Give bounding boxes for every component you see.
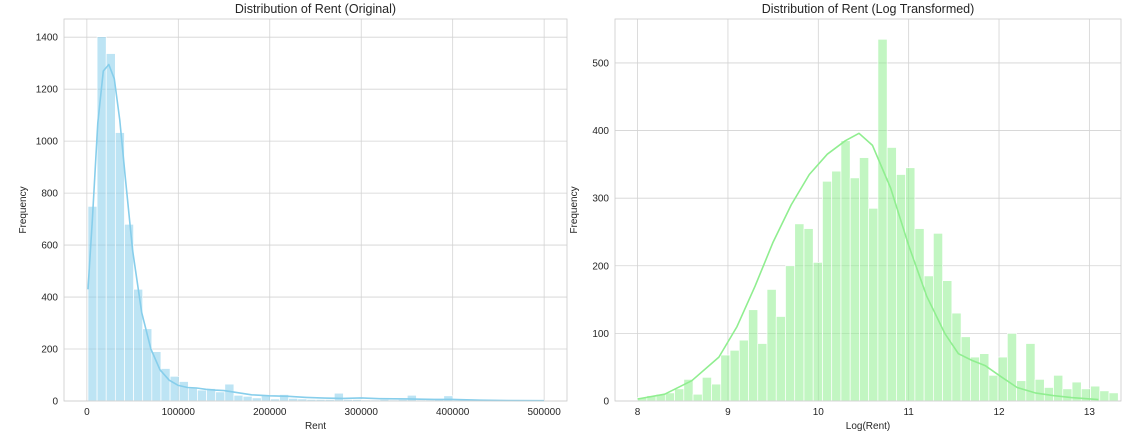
y-tick-label: 100 [592,329,609,340]
histogram-bar [87,206,98,402]
histogram-bar [849,177,860,402]
histogram-bar [720,354,731,402]
histogram-bar [766,289,777,402]
histogram-bar [738,339,749,402]
axes-frame [63,18,568,402]
y-tick-label: 1400 [36,33,59,44]
histogram-bar [840,140,851,402]
histogram-bar [105,53,116,402]
histogram-bar [664,392,675,402]
y-tick-label: 400 [41,293,58,304]
histogram-bar [178,381,189,402]
histogram-bar [1016,380,1027,402]
histogram-bar [1006,333,1017,402]
histogram-bar [859,157,870,402]
histogram-bar [333,392,344,402]
x-tick-label: 8 [635,407,641,418]
y-tick-label: 400 [592,126,609,137]
axes-frame [614,18,1122,402]
histogram-bar [914,228,925,402]
chart-title: Distribution of Rent (Log Transformed) [762,2,975,16]
histogram-bar [674,388,685,402]
histogram-bar [151,351,162,402]
histogram-bar [748,309,759,402]
histogram-bar [812,262,823,402]
y-tick-label: 200 [592,261,609,272]
histogram-bar [142,328,153,402]
histogram-bar [692,393,703,402]
kde-line [637,132,1099,401]
histogram-bar [775,316,786,402]
y-tick-label: 1200 [36,85,59,96]
y-tick-label: 0 [52,397,58,408]
x-tick-label: 12 [993,407,1005,418]
histogram-bar [187,387,198,402]
x-tick-label: 500000 [527,407,561,418]
x-tick-label: 0 [84,407,90,418]
x-tick-label: 11 [903,407,914,418]
histogram-bar [757,343,768,402]
histogram-bar [443,395,454,402]
histogram-bar [701,376,712,402]
y-axis-label: Frequency [18,186,29,233]
y-tick-label: 300 [592,194,609,205]
histogram-bar [988,374,999,402]
histogram-bar [951,312,962,402]
histogram-bar [1062,388,1073,402]
chart-title: Distribution of Rent (Original) [235,2,396,16]
histogram-bar [197,389,207,402]
x-tick-label: 400000 [436,407,470,418]
histogram-bar [822,180,833,402]
y-tick-label: 500 [592,58,609,69]
y-tick-label: 800 [41,189,58,200]
histogram-bar [831,170,842,402]
y-tick-label: 600 [41,241,58,252]
histogram-bar [785,265,796,402]
histogram-rent-log: 8 9 10 11 12 13 0 100 200 300 400 500 Distribution o… [569,2,1122,432]
histogram-bar [215,391,226,402]
y-axis-label: Frequency [569,186,580,233]
histogram-bar [114,132,125,402]
x-tick-label: 300000 [345,407,379,418]
histogram-bar [868,207,879,402]
x-tick-label: 200000 [253,407,287,418]
histogram-bar [905,167,916,402]
x-tick-label: 9 [725,407,731,418]
histogram-bar [1034,379,1045,402]
x-axis-label: Rent [305,421,326,432]
histogram-bar [729,349,740,402]
x-tick-label: 13 [1084,407,1096,418]
histogram-bar [1108,392,1119,402]
histogram-bar [242,395,253,402]
histogram-bar [877,38,888,402]
histogram-bar [1099,390,1110,402]
histogram-bar [886,147,897,402]
histogram-bar [979,353,990,402]
x-tick-label: 100000 [162,407,196,418]
y-tick-label: 0 [603,397,609,408]
histogram-bar [960,336,971,402]
x-tick-label: 10 [813,407,825,418]
y-tick-label: 200 [41,345,58,356]
histogram-bar [233,394,244,402]
histogram-rent-original: 0 100000 200000 300000 400000 500000 0 200 400 60… [18,2,568,432]
histogram-bar [251,397,262,402]
kde-line [87,63,545,402]
histogram-bar [794,223,805,402]
y-tick-label: 1000 [36,137,59,148]
histogram-bar [169,375,180,402]
histogram-bar [933,232,943,402]
x-axis-label: Log(Rent) [846,421,890,432]
histogram-bar [711,383,722,402]
histogram-bar [803,228,814,402]
